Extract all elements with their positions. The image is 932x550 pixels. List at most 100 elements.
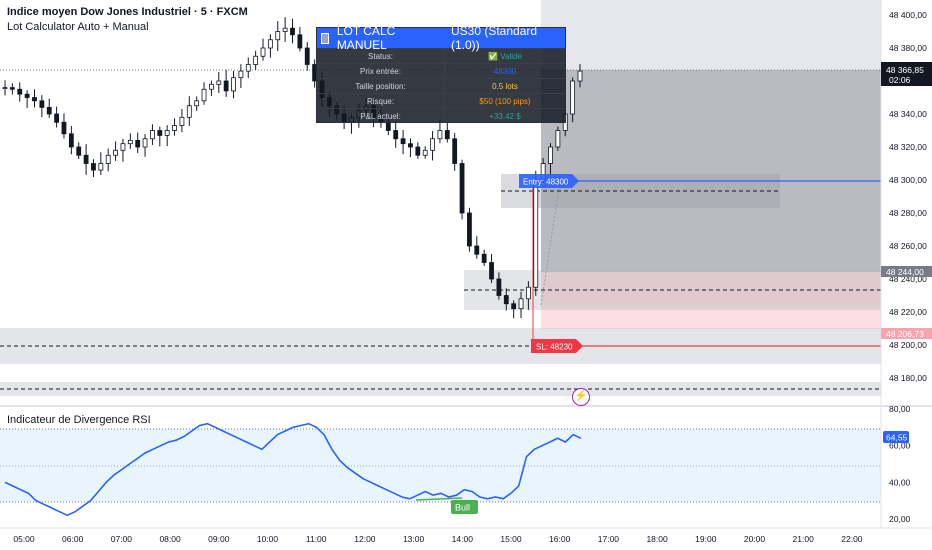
- time-tick-label: 10:00: [257, 534, 279, 544]
- level-206-text: 48 206,73: [886, 329, 924, 339]
- candle: [172, 118, 177, 136]
- candle: [555, 126, 561, 151]
- candle: [61, 113, 67, 139]
- price-tick-label: 48 260,00: [889, 241, 927, 251]
- candle: [164, 125, 170, 147]
- candle: [127, 133, 133, 149]
- candle: [68, 125, 74, 155]
- rsi-current-text: 64,55: [886, 433, 908, 443]
- candle: [459, 159, 465, 220]
- candle: [444, 123, 450, 143]
- time-tick-label: 14:00: [452, 534, 474, 544]
- time-tick-label: 18:00: [646, 534, 668, 544]
- candle: [511, 300, 517, 319]
- candle: [245, 57, 251, 79]
- bull-label: Bull: [451, 500, 478, 514]
- sl-label[interactable]: SL: 48230: [531, 339, 583, 353]
- calc-row-value: +33.42 $: [489, 111, 521, 121]
- candle: [437, 120, 443, 144]
- rsi-tick-label: 60,00: [889, 441, 911, 451]
- candle: [32, 89, 37, 108]
- candle: [98, 152, 104, 175]
- price-tick-label: 48 340,00: [889, 109, 927, 119]
- calc-row-value: ✅ Valide: [488, 51, 522, 61]
- entry-label[interactable]: Entry: 48300: [519, 174, 579, 188]
- candle: [2, 80, 8, 96]
- calc-header: LOT CALC MANUEL US30 (Standard (1.0)): [317, 24, 565, 52]
- rsi-title[interactable]: Indicateur de Divergence RSI: [7, 414, 151, 426]
- candle: [496, 272, 502, 300]
- current-price-text: 48 366,85: [886, 65, 924, 75]
- calc-row-pnl: P&L actuel: +33.42 $: [317, 108, 565, 123]
- candle: [91, 159, 96, 178]
- calc-row-value: 0.5 lots: [492, 81, 518, 91]
- symbol-title[interactable]: Indice moyen Dow Jones Industriel · 5 · …: [7, 6, 248, 18]
- candle: [533, 170, 539, 296]
- candle: [518, 291, 524, 319]
- candle: [577, 64, 583, 88]
- price-tick-label: 48 200,00: [889, 340, 927, 350]
- calc-row-label: Status:: [317, 49, 445, 63]
- candle: [201, 82, 207, 105]
- candle: [194, 96, 200, 111]
- candle: [548, 143, 553, 175]
- candle: [297, 26, 303, 52]
- candle: [260, 38, 266, 61]
- time-axis[interactable]: 05:00 06:00 07:00 08:00 09:00 10:00 11:00 12:00…: [13, 534, 862, 544]
- rsi-band: [0, 429, 881, 502]
- candle: [9, 83, 15, 95]
- calc-row-value: $50 (100 pips): [479, 96, 531, 106]
- time-tick-label: 16:00: [549, 534, 571, 544]
- calc-row-label: Taille position:: [317, 79, 445, 93]
- candle: [150, 124, 155, 145]
- price-tick-label: 48 220,00: [889, 307, 927, 317]
- rsi-axis[interactable]: 80,00 60,00 40,00 20,00: [889, 404, 911, 524]
- candle: [525, 281, 531, 310]
- candle: [570, 77, 576, 123]
- price-tick-label: 48 300,00: [889, 175, 927, 185]
- time-tick-label: 09:00: [208, 534, 230, 544]
- candle: [83, 144, 89, 175]
- candle: [489, 254, 494, 284]
- calc-row-entry: Prix entrée: 48300: [317, 63, 565, 78]
- level-244-badge: 48 244,00: [881, 266, 932, 277]
- candle: [54, 106, 60, 128]
- calc-instrument: US30 (Standard (1.0)): [451, 24, 538, 52]
- calc-row-label: Risque:: [317, 94, 445, 108]
- candle: [393, 121, 399, 148]
- rsi-tick-label: 40,00: [889, 477, 911, 487]
- level-244-text: 48 244,00: [886, 267, 924, 277]
- candle: [186, 96, 192, 126]
- candle: [415, 142, 421, 159]
- candle: [179, 109, 185, 133]
- candle: [282, 17, 288, 42]
- trade-connector: [540, 180, 561, 306]
- calc-row-size: Taille position: 0.5 lots: [317, 78, 565, 93]
- candle: [157, 126, 163, 147]
- lightning-icon[interactable]: ⚡: [572, 388, 590, 406]
- sl-zone: [541, 305, 881, 329]
- rsi-tick-label: 80,00: [889, 404, 911, 414]
- candle: [216, 72, 222, 93]
- indicator-name[interactable]: Lot Calculator Auto + Manual: [7, 21, 149, 33]
- time-tick-label: 15:00: [500, 534, 522, 544]
- divergence-line: [415, 497, 463, 501]
- time-tick-label: 21:00: [793, 534, 815, 544]
- candle: [113, 141, 118, 161]
- time-tick-label: 12:00: [354, 534, 376, 544]
- current-price-badge: 48 366,85 02:06: [881, 62, 932, 86]
- sl-label-text: SL: 48230: [536, 343, 573, 352]
- candle: [304, 42, 310, 71]
- candle: [24, 90, 30, 109]
- time-tick-label: 20:00: [744, 534, 766, 544]
- candle: [17, 82, 23, 102]
- candle: [135, 132, 141, 154]
- countdown-text: 02:06: [889, 75, 911, 85]
- candle: [76, 142, 82, 159]
- candle: [142, 134, 148, 157]
- time-tick-label: 19:00: [695, 534, 717, 544]
- rsi-tick-label: 20,00: [889, 514, 911, 524]
